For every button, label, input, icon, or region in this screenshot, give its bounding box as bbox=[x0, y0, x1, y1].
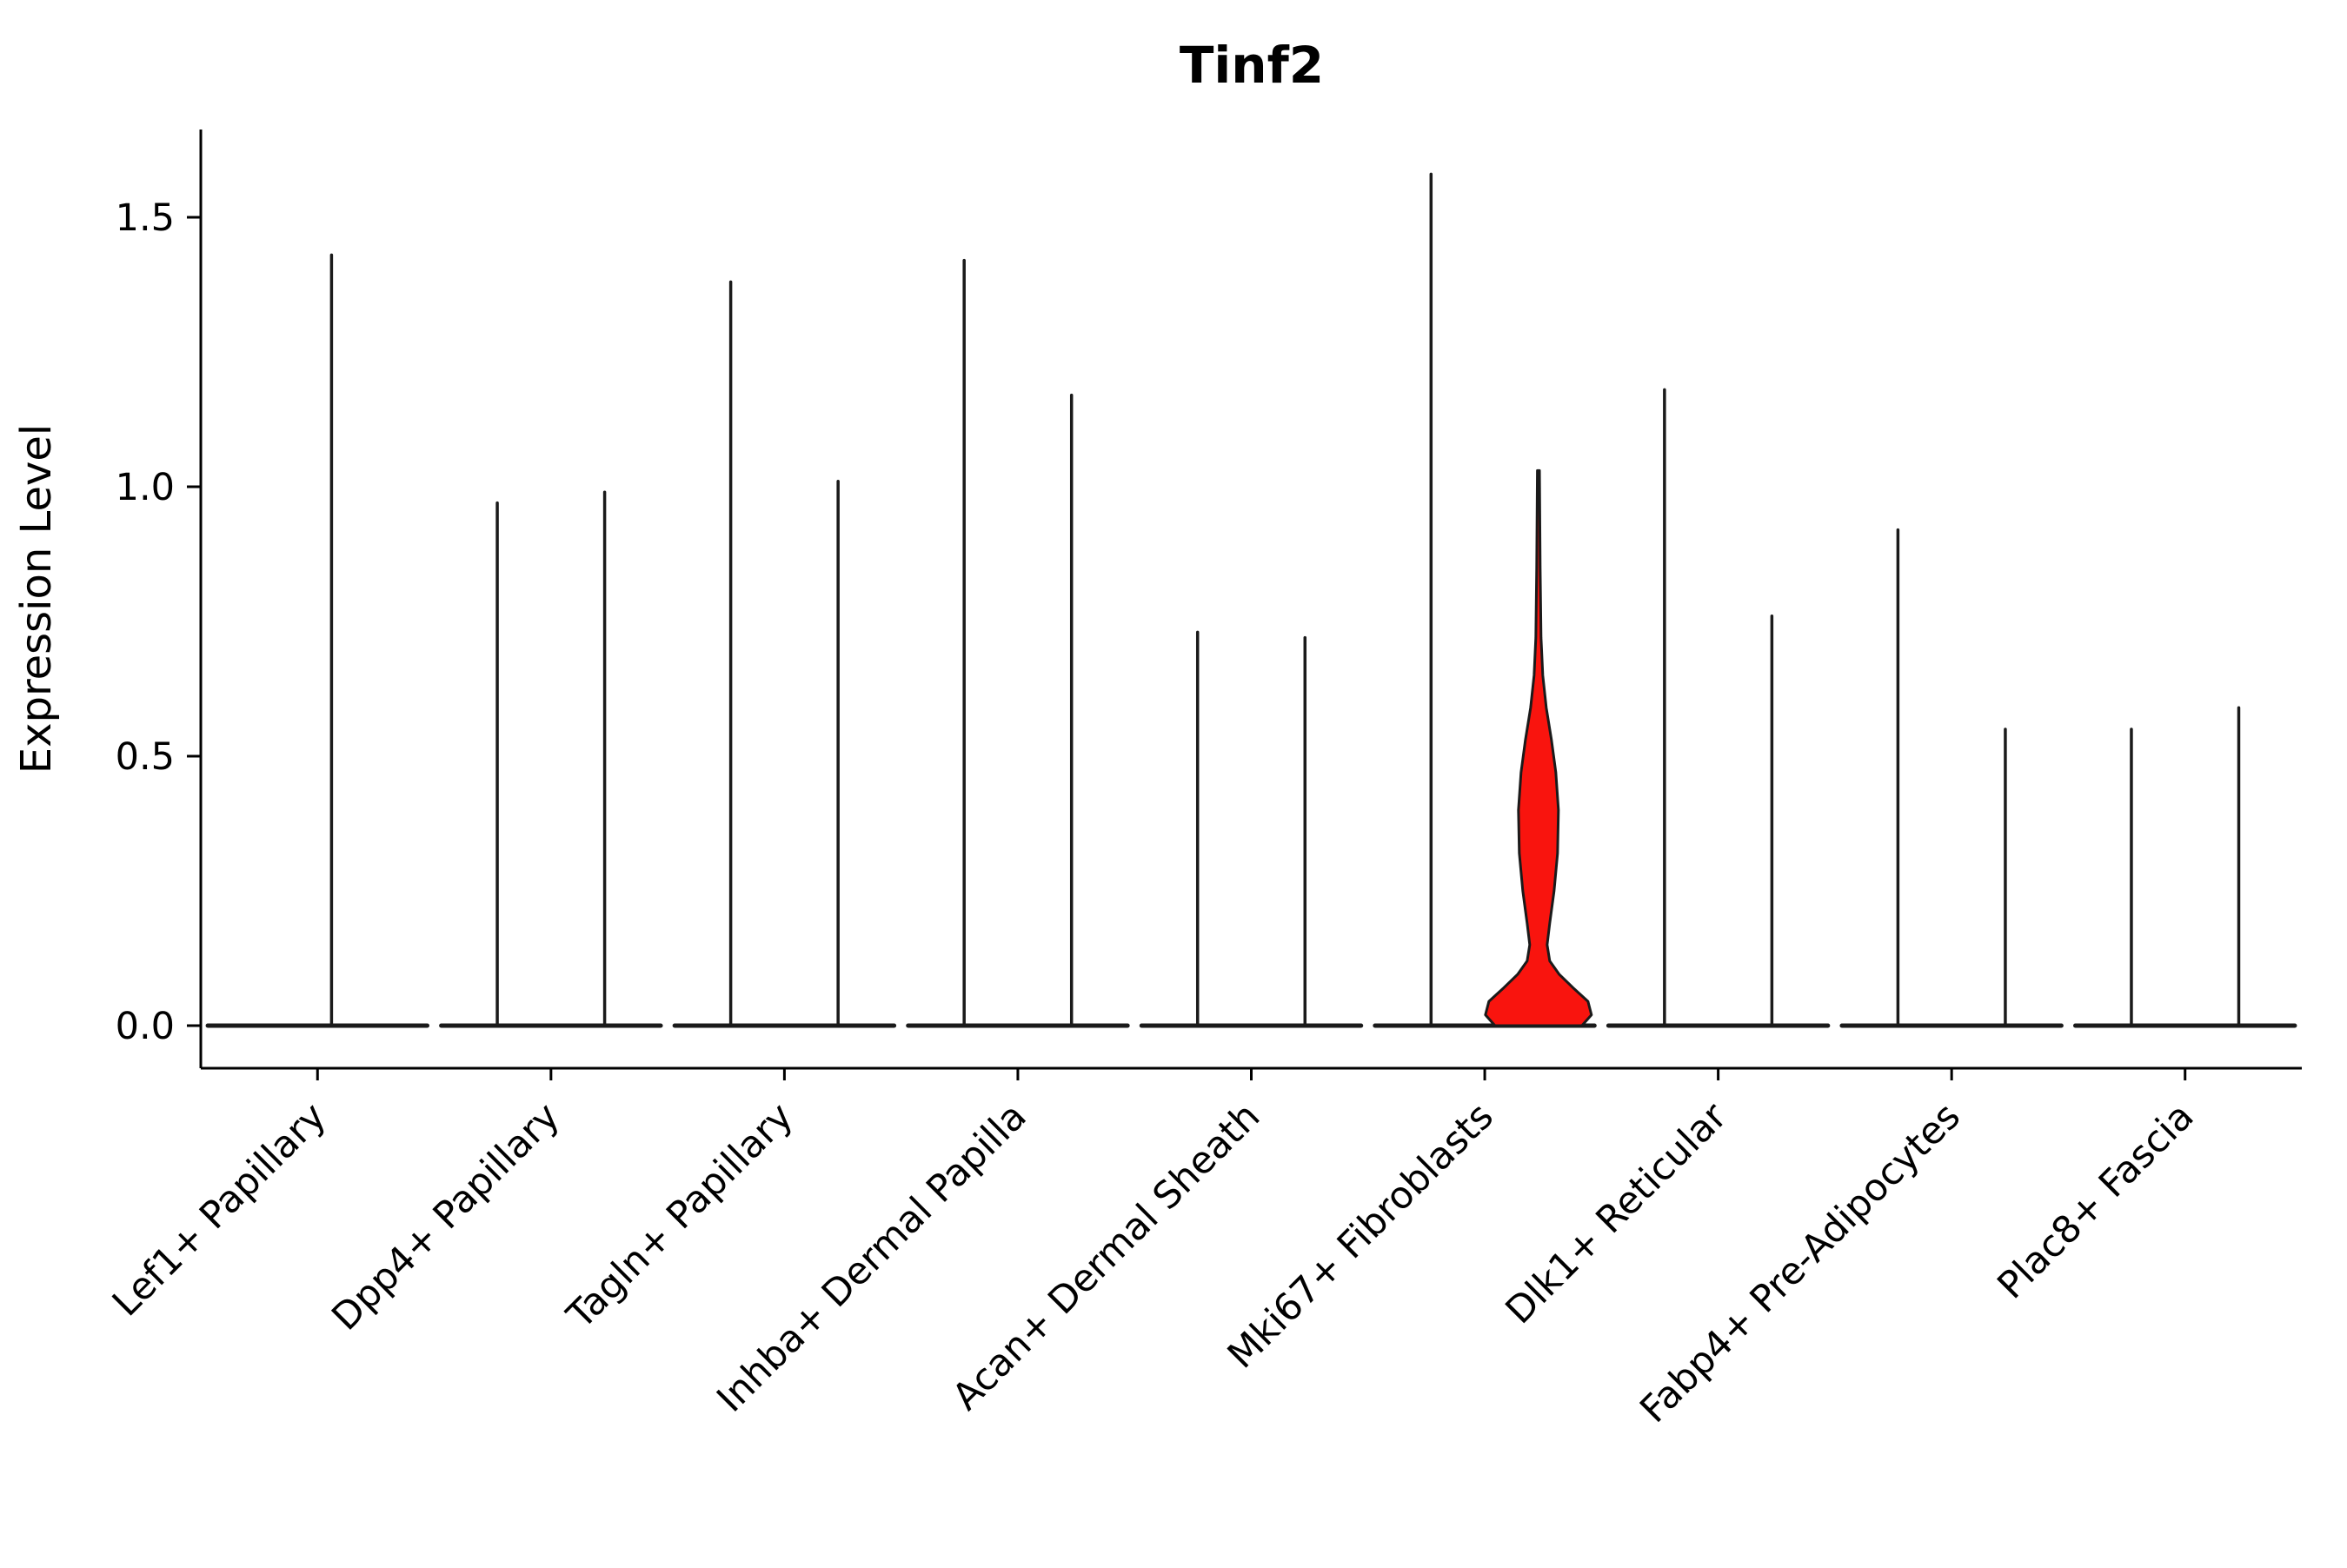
chart-title: Tinf2 bbox=[1180, 36, 1324, 95]
x-tick-label: Mki67+ Fibroblasts bbox=[1220, 1094, 1502, 1377]
y-tick-label: 1.5 bbox=[116, 196, 175, 240]
x-tick-label: Dpp4+ Papillary bbox=[323, 1094, 568, 1339]
x-tick-label: Plac8+ Fascia bbox=[1990, 1094, 2203, 1307]
x-tick-label: Tagln+ Papillary bbox=[558, 1094, 801, 1338]
x-tick-label: Lef1+ Papillary bbox=[104, 1094, 335, 1325]
y-tick-label: 1.0 bbox=[116, 466, 175, 509]
y-tick-label: 0.0 bbox=[116, 1005, 175, 1048]
x-tick-label: Dlk1+ Reticular bbox=[1498, 1094, 1736, 1332]
y-tick-label: 0.5 bbox=[116, 735, 175, 779]
y-axis-label: Expression Level bbox=[12, 424, 61, 774]
highlight-violin bbox=[1484, 468, 1593, 1027]
